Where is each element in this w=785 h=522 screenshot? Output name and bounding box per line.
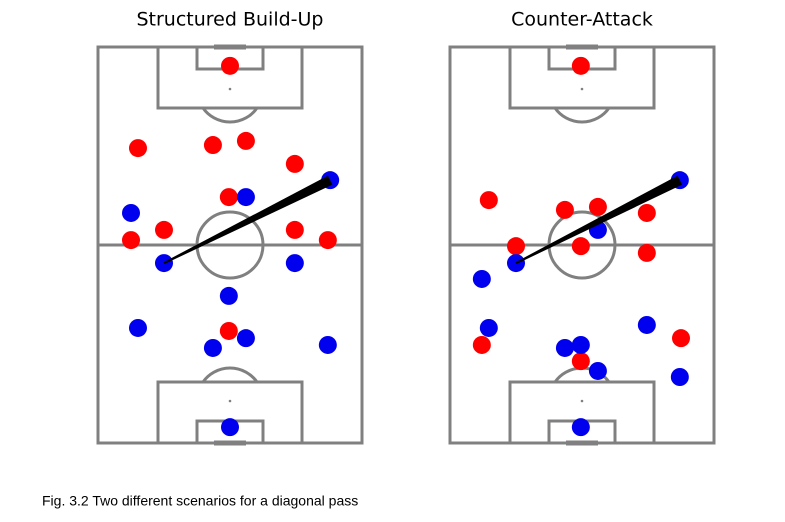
penalty-arc [553, 107, 611, 124]
player [555, 338, 574, 357]
player [555, 200, 574, 219]
player [128, 318, 147, 337]
penalty-spot [228, 399, 232, 403]
player [479, 191, 498, 210]
player [637, 243, 656, 262]
player [472, 335, 491, 354]
player [507, 237, 525, 256]
player [236, 188, 255, 207]
player [203, 338, 222, 357]
player [285, 220, 304, 239]
player [285, 154, 304, 173]
player [221, 56, 239, 75]
player [571, 418, 590, 437]
player [588, 197, 607, 216]
player [571, 56, 590, 75]
player [637, 203, 656, 222]
penalty-arc [201, 107, 259, 124]
player [236, 329, 255, 348]
penalty-spot [580, 87, 584, 91]
player [285, 254, 304, 273]
player [219, 188, 238, 207]
player [318, 335, 337, 354]
chart-title: Counter-Attack [511, 9, 653, 31]
player [219, 286, 238, 305]
player [221, 418, 239, 437]
player [571, 335, 590, 354]
player [571, 352, 590, 371]
player [588, 361, 607, 380]
player [479, 318, 498, 337]
penalty-spot [580, 399, 584, 403]
penalty-box [156, 47, 304, 110]
player [472, 269, 491, 288]
player [571, 237, 590, 256]
player [672, 329, 690, 348]
player [155, 220, 173, 239]
pass-line [515, 175, 683, 264]
player [637, 315, 656, 334]
penalty-box [508, 47, 656, 110]
penalty-box [508, 380, 656, 443]
player [219, 321, 238, 340]
player [122, 203, 140, 222]
chart-title: Structured Build-Up [136, 9, 323, 31]
player [122, 231, 140, 250]
player [670, 368, 689, 386]
penalty-spot [228, 87, 232, 91]
penalty-box [156, 380, 304, 443]
penalty-arc [201, 366, 259, 383]
pass-line [163, 175, 333, 264]
player [318, 231, 337, 250]
player [128, 139, 147, 158]
caption: Fig. 3.2 Two different scenarios for a d… [42, 493, 358, 509]
player [203, 136, 222, 155]
player [236, 131, 255, 150]
